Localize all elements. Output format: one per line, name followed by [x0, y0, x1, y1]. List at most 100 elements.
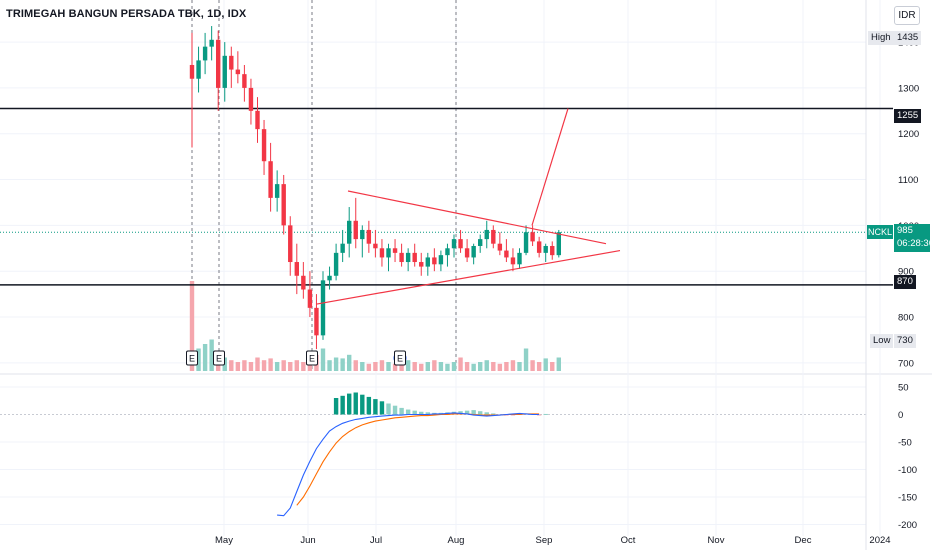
candle-body [517, 252, 522, 265]
volume-bar [419, 363, 424, 371]
volume-bar [432, 360, 437, 371]
macd-histogram-bar [478, 411, 483, 415]
candle-body [288, 225, 293, 263]
candle-body [202, 46, 208, 61]
candle-body [340, 243, 345, 253]
volume-bar [320, 348, 326, 371]
high-value: 1435 [894, 31, 922, 45]
price-tick-label: 1300 [898, 83, 919, 94]
price-tick-label: 800 [898, 313, 914, 324]
candle-body [464, 248, 470, 258]
volume-bar [353, 360, 358, 371]
volume-bar [294, 360, 299, 371]
candle-body [235, 69, 241, 75]
candle-body [373, 243, 378, 249]
macd-histogram-bar [360, 394, 365, 415]
earnings-badge-label: E [397, 354, 403, 364]
macd-histogram-bar [491, 413, 496, 415]
macd-tick-label: 0 [898, 410, 903, 421]
price-tick-label: 900 [898, 267, 914, 278]
candle-body [419, 262, 424, 267]
time-tick-label: Jun [300, 535, 315, 546]
volume-bar [445, 363, 450, 371]
earnings-badge-label: E [309, 354, 315, 364]
volume-bar [392, 363, 398, 371]
candle-body [327, 275, 332, 281]
macd-histogram-bar [419, 411, 424, 415]
candle-body [196, 60, 201, 79]
volume-bar [255, 357, 260, 371]
bar-countdown: 06:28:36 [897, 238, 932, 249]
volume-bar [340, 358, 345, 371]
candle-body [392, 248, 398, 253]
time-tick-label: May [215, 535, 233, 546]
volume-bar [229, 360, 234, 371]
macd-line [277, 412, 540, 517]
time-tick-label: Aug [448, 535, 465, 546]
macd-histogram-bar [333, 398, 339, 415]
earnings-badge [186, 350, 198, 366]
volume-bar [327, 360, 332, 371]
volume-bar [497, 363, 503, 371]
candle-body [405, 252, 411, 263]
candle-body [458, 239, 463, 249]
price-tick-label: 1200 [898, 129, 919, 140]
macd-signal-line [296, 413, 540, 506]
volume-bar [333, 357, 339, 371]
candle-body [320, 280, 326, 336]
triangle-lower-trendline [315, 249, 621, 305]
candle-body [438, 255, 444, 265]
candle-body [307, 289, 313, 308]
volume-bar [458, 357, 463, 371]
candle-body [222, 55, 227, 88]
currency-button[interactable]: IDR [894, 6, 920, 25]
candle-body [491, 229, 496, 244]
candle-body [189, 64, 195, 79]
last-price: 985 [897, 225, 913, 236]
volume-bar [235, 362, 241, 371]
volume-bar [399, 362, 404, 371]
chart-title: TRIMEGAH BANGUN PERSADA TBK, 1D, IDX [6, 8, 247, 20]
macd-histogram-bar [543, 413, 548, 415]
macd-histogram-bar [464, 410, 470, 415]
volume-bar [438, 362, 444, 371]
macd-histogram-bar [399, 407, 404, 415]
candle-body [523, 232, 529, 253]
earnings-badge [394, 350, 406, 366]
macd-histogram-bar [536, 414, 542, 416]
candle-body [268, 161, 273, 198]
candle-body [353, 220, 358, 240]
low-label: Low [870, 334, 894, 348]
volume-bar [491, 362, 496, 371]
candle-body [347, 220, 352, 244]
volume-bar [202, 344, 208, 371]
candle-body [229, 55, 234, 70]
macd-histogram-bar [353, 392, 358, 415]
ticker-label: NCKL [867, 225, 893, 239]
volume-bar [248, 362, 254, 371]
candle-body [274, 184, 280, 198]
breakout-projection-line [531, 108, 569, 226]
volume-bar [347, 354, 352, 371]
volume-bar [386, 362, 391, 371]
time-tick-label: Dec [795, 535, 812, 546]
volume-bar [451, 362, 457, 371]
candle-body [248, 87, 254, 111]
volume-bar [268, 358, 273, 371]
candle-body [504, 250, 509, 258]
candle-body [242, 74, 247, 88]
macd-histogram-bar [412, 410, 417, 415]
candle-body [333, 252, 339, 276]
time-tick-label: Sep [536, 535, 553, 546]
candle-body [379, 248, 385, 258]
macd-histogram-bar [484, 412, 489, 415]
candle-body [216, 39, 221, 88]
volume-bar [360, 362, 365, 371]
candle-body [314, 307, 319, 336]
candle-body [445, 248, 450, 256]
volume-bar [373, 362, 378, 371]
earnings-badge-label: E [189, 354, 195, 364]
low-value: 730 [894, 334, 916, 348]
macd-histogram-bar [340, 395, 345, 415]
